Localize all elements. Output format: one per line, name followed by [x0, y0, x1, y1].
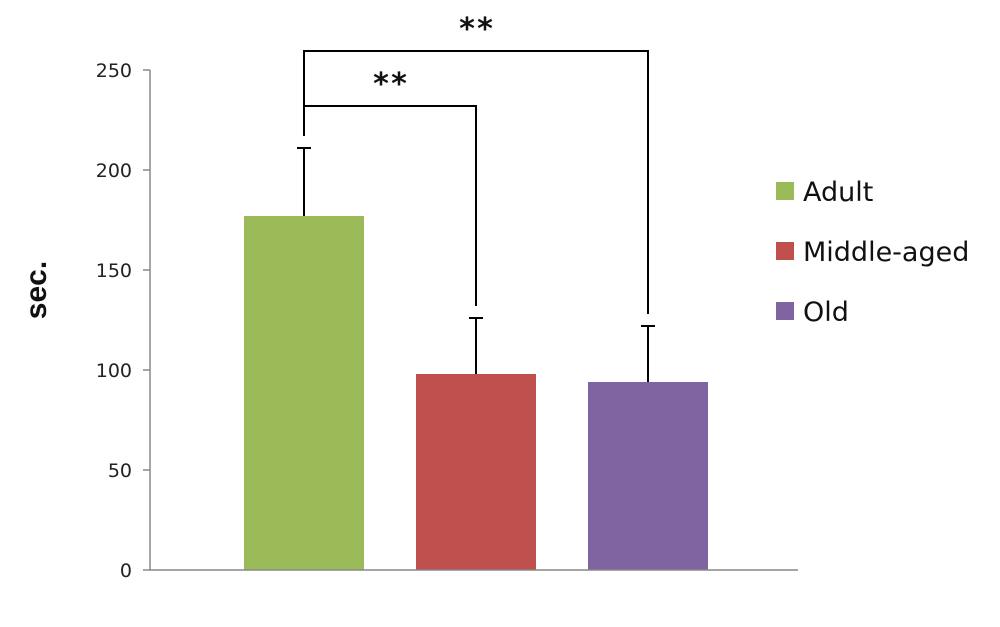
- bar-adult: [244, 216, 364, 570]
- legend-label: Adult: [803, 177, 873, 208]
- legend-swatch: [776, 182, 794, 200]
- legend-swatch: [776, 242, 794, 260]
- legend: Adult Middle-aged Old: [776, 177, 969, 328]
- y-tick-label: 100: [96, 360, 132, 382]
- legend-label: Old: [803, 297, 849, 328]
- bar-old: [588, 382, 708, 570]
- legend-swatch: [776, 302, 794, 320]
- axes-group: 0 50 100 150 200 250: [96, 60, 798, 582]
- bars-group: [244, 216, 708, 570]
- significance-label: **: [372, 67, 408, 102]
- bar-middle-aged: [416, 374, 536, 570]
- y-tick-label: 50: [108, 460, 132, 482]
- y-tick-label: 250: [96, 60, 132, 82]
- significance-brackets: ** **: [303, 12, 649, 314]
- error-bars-group: [297, 147, 655, 382]
- significance-label: **: [458, 12, 494, 47]
- y-tick-label: 150: [96, 260, 132, 282]
- y-tick-label: 0: [120, 560, 132, 582]
- y-axis-label: sec.: [20, 261, 53, 319]
- legend-label: Middle-aged: [803, 237, 969, 268]
- significance-bracket: [303, 50, 649, 314]
- y-tick-label: 200: [96, 160, 132, 182]
